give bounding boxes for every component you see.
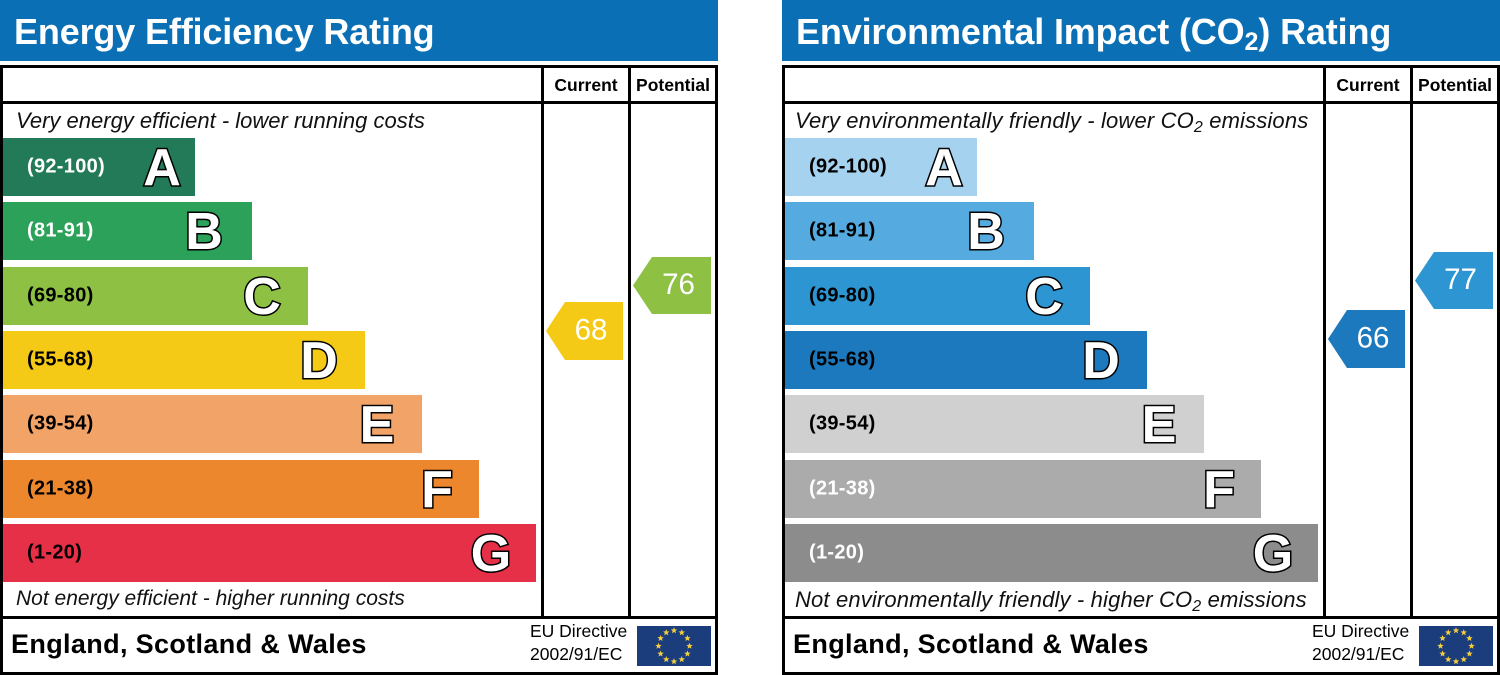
svg-text:E: E — [359, 396, 394, 453]
svg-text:B: B — [967, 203, 1005, 260]
svg-text:G: G — [471, 525, 511, 582]
svg-text:F: F — [1203, 461, 1235, 518]
svg-text:66: 66 — [1357, 322, 1390, 355]
svg-text:C: C — [243, 268, 281, 325]
svg-text:D: D — [300, 332, 338, 389]
svg-text:76: 76 — [662, 268, 695, 301]
svg-text:F: F — [421, 461, 453, 518]
svg-text:77: 77 — [1444, 263, 1477, 296]
svg-text:C: C — [1025, 268, 1063, 325]
svg-text:A: A — [925, 139, 963, 196]
svg-text:G: G — [1253, 525, 1293, 582]
svg-text:E: E — [1141, 396, 1176, 453]
svg-text:A: A — [143, 139, 181, 196]
svg-text:D: D — [1082, 332, 1120, 389]
svg-text:68: 68 — [575, 314, 608, 347]
svg-text:B: B — [185, 203, 223, 260]
